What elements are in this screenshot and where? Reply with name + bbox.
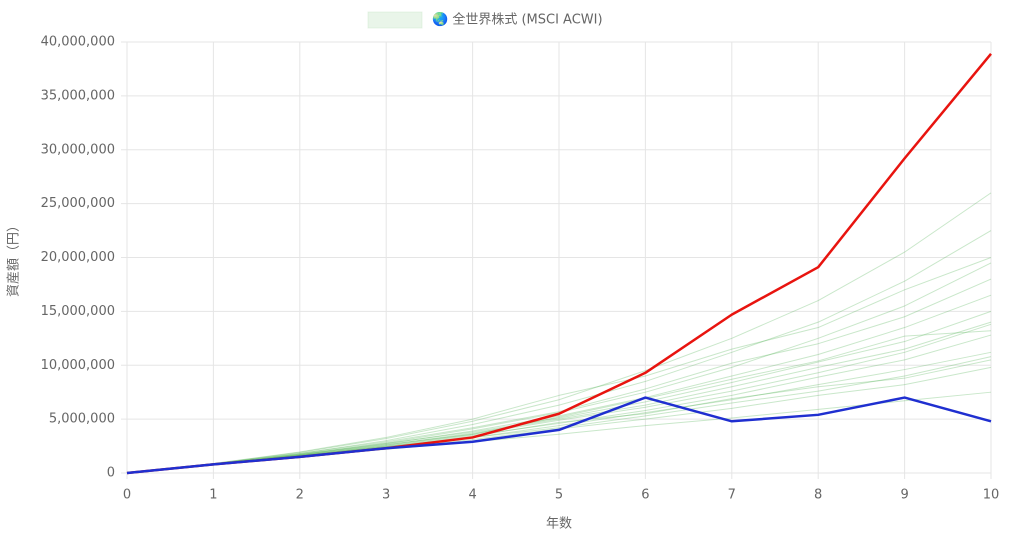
x-tick-label: 10 — [983, 488, 1000, 503]
y-tick-label: 15,000,000 — [41, 304, 115, 319]
series-line — [126, 294, 992, 474]
series-line — [126, 310, 992, 474]
x-tick-label: 2 — [296, 488, 304, 503]
x-tick-label: 0 — [123, 488, 131, 503]
legend-swatch — [367, 11, 423, 29]
y-tick-label: 40,000,000 — [41, 35, 115, 50]
x-tick-label: 7 — [728, 488, 736, 503]
y-tick-label: 20,000,000 — [41, 250, 115, 265]
series-line — [126, 230, 992, 474]
x-tick-label: 3 — [382, 488, 390, 503]
x-axis-label: 年数 — [546, 517, 572, 532]
y-tick-label: 5,000,000 — [49, 412, 115, 427]
y-axis-label: 資産額（円） — [6, 219, 22, 297]
y-tick-label: 30,000,000 — [41, 142, 115, 157]
series-line — [126, 278, 992, 474]
x-tick-label: 4 — [468, 488, 476, 503]
legend-label: 🌏 全世界株式 (MSCI ACWI) — [432, 12, 603, 28]
x-tick-label: 8 — [814, 488, 822, 503]
y-tick-label: 10,000,000 — [41, 358, 115, 373]
x-tick-label: 9 — [900, 488, 908, 503]
series-line — [126, 257, 992, 474]
series-line — [126, 330, 992, 474]
y-tick-label: 0 — [107, 466, 115, 481]
x-tick-label: 6 — [641, 488, 649, 503]
x-tick-label: 5 — [555, 488, 563, 503]
y-tick-label: 35,000,000 — [41, 88, 115, 103]
y-tick-label: 25,000,000 — [41, 196, 115, 211]
series-line — [126, 192, 992, 474]
x-tick-label: 1 — [209, 488, 217, 503]
series-line — [126, 396, 992, 475]
